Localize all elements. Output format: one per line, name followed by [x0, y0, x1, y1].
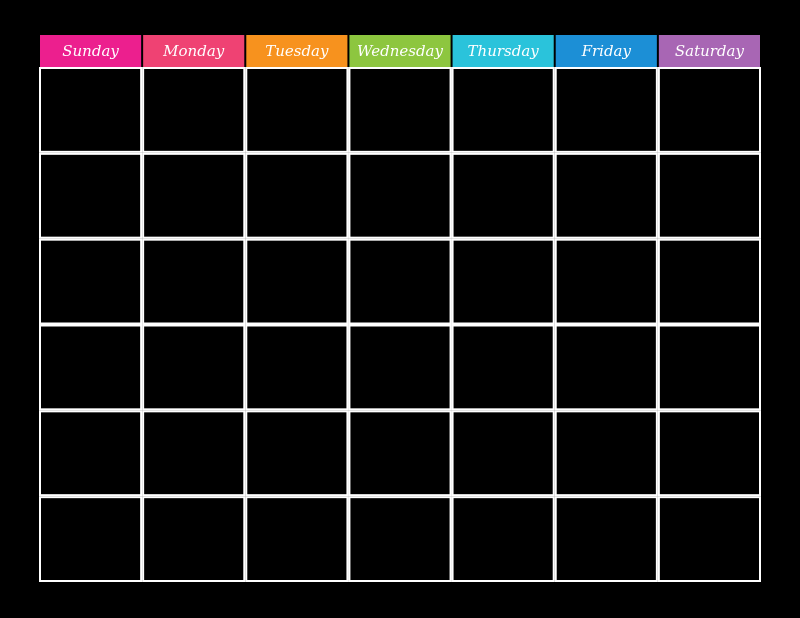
day-cell: [554, 238, 658, 325]
day-cell: [245, 496, 349, 582]
day-header: [658, 35, 760, 67]
day-cell: [39, 410, 143, 497]
day-cell: [348, 410, 452, 497]
day-label: Friday: [581, 42, 632, 60]
day-header: [143, 35, 245, 67]
day-cell: [451, 238, 555, 325]
day-cell: [348, 496, 452, 582]
day-label: Monday: [162, 42, 225, 60]
day-cell: [142, 410, 246, 497]
day-cell: [554, 67, 658, 153]
day-header: [452, 35, 554, 67]
day-cell: [451, 410, 555, 497]
day-header: [349, 35, 451, 67]
day-cell: [245, 410, 349, 497]
day-cell: [348, 67, 452, 153]
day-header: [555, 35, 657, 67]
day-cell: [142, 496, 246, 582]
day-cell: [348, 152, 452, 239]
day-label: Wednesday: [357, 42, 443, 60]
day-cell: [245, 152, 349, 239]
day-cell: [554, 324, 658, 411]
day-cell: [142, 324, 246, 411]
day-cell: [657, 324, 761, 411]
day-cell: [348, 238, 452, 325]
day-header: [40, 35, 142, 67]
day-cell: [657, 238, 761, 325]
day-cell: [451, 67, 555, 153]
day-cell: [554, 152, 658, 239]
day-cell: [657, 67, 761, 153]
day-cell: [451, 152, 555, 239]
day-cell: [142, 67, 246, 153]
day-cell: [142, 152, 246, 239]
day-label: Sunday: [62, 42, 119, 60]
day-cell: [142, 238, 246, 325]
day-cell: [245, 324, 349, 411]
day-cell: [451, 496, 555, 582]
day-cell: [39, 152, 143, 239]
day-label: Tuesday: [265, 42, 329, 60]
day-cell: [39, 324, 143, 411]
day-cell: [657, 152, 761, 239]
day-cell: [657, 410, 761, 497]
day-cell: [554, 410, 658, 497]
day-cell: [39, 238, 143, 325]
day-cell: [451, 324, 555, 411]
day-cell: [245, 238, 349, 325]
day-cell: [39, 496, 143, 582]
day-cell: [348, 324, 452, 411]
day-label: Saturday: [675, 42, 745, 60]
day-cell: [554, 496, 658, 582]
day-header: [246, 35, 348, 67]
day-cell: [39, 67, 143, 153]
day-cell: [245, 67, 349, 153]
day-label: Thursday: [468, 42, 540, 60]
day-cell: [657, 496, 761, 582]
